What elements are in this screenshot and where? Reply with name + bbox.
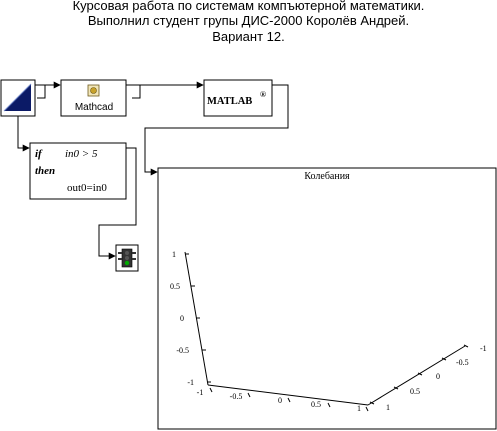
plot-title: Колебания <box>304 171 350 182</box>
y-tick-label: 0.5 <box>410 387 420 396</box>
x-tick-label: 0.5 <box>311 400 321 409</box>
z-tick-label: -0.5 <box>176 346 189 355</box>
y-axis <box>367 345 466 406</box>
x-tick-label: 0 <box>278 396 282 405</box>
header-line-2: Выполнил студент групы ДИС-2000 Королёв … <box>87 13 410 28</box>
y-tick-label: 1 <box>386 403 390 412</box>
x-tick-labels: -1 -0.5 0 0.5 1 <box>197 388 361 413</box>
connectors <box>17 81 289 260</box>
z-tick-marks <box>185 253 211 383</box>
if-keyword: if <box>35 148 43 160</box>
z-tick-label: 1 <box>172 250 176 259</box>
matlab-block[interactable]: MATLAB ® <box>203 79 273 117</box>
if-condition: in0 > 5 <box>65 148 98 160</box>
x-tick-label: 1 <box>357 404 361 413</box>
connector-matlab-plot <box>144 84 289 176</box>
mathcad-icon <box>87 84 100 97</box>
x-tick-marks <box>209 387 369 412</box>
input-block[interactable] <box>0 79 36 117</box>
z-tick-label: -1 <box>187 378 194 387</box>
plot-3d: Колебания 1 0.5 0 -0.5 -1 <box>170 171 487 413</box>
y-tick-labels: 1 0.5 0 -0.5 -1 <box>386 344 487 412</box>
plot-frame[interactable] <box>157 167 497 430</box>
connector-if-trafficlight <box>98 147 137 260</box>
traffic-light-icon <box>118 248 136 268</box>
header-line-1: Курсовая работа по системам компъютерной… <box>72 0 425 13</box>
if-block[interactable]: if in0 > 5 then out0=in0 <box>29 142 127 200</box>
z-tick-label: 0.5 <box>170 282 180 291</box>
matlab-registered-mark: ® <box>260 90 266 99</box>
mathcad-block[interactable]: Mathcad <box>60 79 127 117</box>
y-tick-label: 0 <box>436 372 440 381</box>
y-tick-label: -1 <box>480 344 487 353</box>
x-axis <box>207 384 369 406</box>
y-tick-label: -0.5 <box>456 358 469 367</box>
if-action: out0=in0 <box>67 182 107 194</box>
z-tick-label: 0 <box>180 314 184 323</box>
x-tick-label: -1 <box>197 388 204 397</box>
then-keyword: then <box>35 165 55 177</box>
connector-input-if <box>17 116 30 152</box>
x-tick-label: -0.5 <box>230 392 243 401</box>
header-line-3: Вариант 12. <box>212 29 285 44</box>
traffic-light-block[interactable] <box>115 244 139 272</box>
matlab-label: MATLAB <box>207 96 252 107</box>
z-tick-labels: 1 0.5 0 -0.5 -1 <box>170 250 194 387</box>
y-tick-marks <box>369 344 469 405</box>
mathcad-label: Mathcad <box>75 102 113 113</box>
